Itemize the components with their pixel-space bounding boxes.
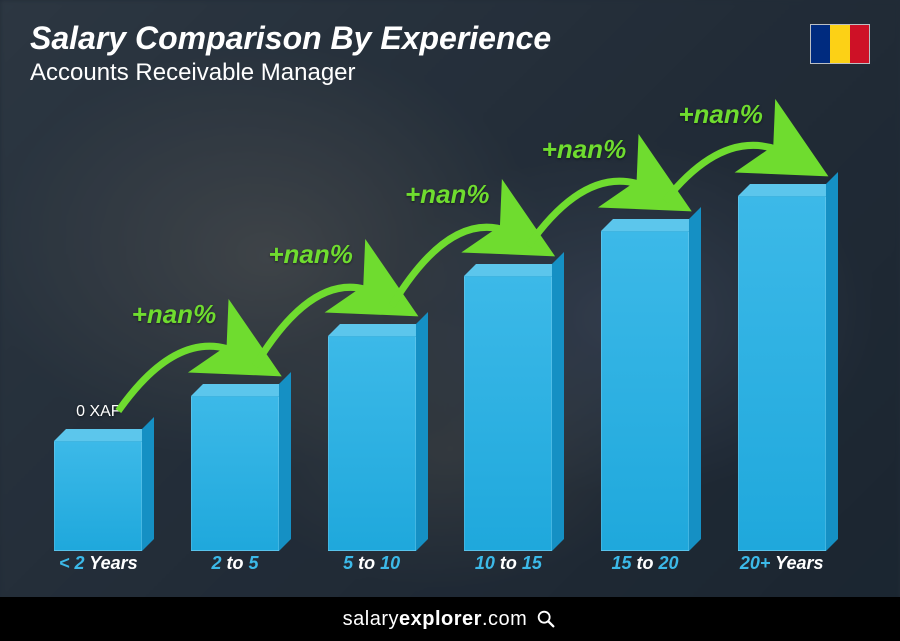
footer-brand-light: salary: [343, 608, 399, 630]
bar-side-face: [416, 312, 428, 551]
growth-pct-label: +nan%: [405, 179, 490, 210]
chart-area: 0 XAF 0 XAF 0 XAF 0 XAF 0 XAF 0 XAF < 2 Years…: [30, 110, 850, 581]
bar-group: 0 XAF: [303, 110, 440, 551]
bar-3d: [738, 196, 826, 551]
bar-top-face: [601, 219, 701, 231]
bar-value-label: 0 XAF: [623, 193, 667, 211]
x-axis-label: 2 to 5: [167, 553, 304, 581]
bar-value-label: 0 XAF: [349, 298, 393, 316]
page-title: Salary Comparison By Experience: [30, 20, 551, 57]
flag-stripe-3: [850, 25, 869, 63]
growth-pct-label: +nan%: [542, 134, 627, 165]
bar-value-label: 0 XAF: [486, 238, 530, 256]
bar-side-face: [689, 207, 701, 551]
bar-3d: [464, 276, 552, 551]
bar-group: 0 XAF: [440, 110, 577, 551]
bar-top-face: [191, 384, 291, 396]
growth-pct-label: +nan%: [678, 99, 763, 130]
bar-top-face: [328, 324, 428, 336]
bar-front-face: [601, 231, 689, 551]
bar-group: 0 XAF: [30, 110, 167, 551]
page-subtitle: Accounts Receivable Manager: [30, 59, 551, 87]
x-axis-label: 15 to 20: [577, 553, 714, 581]
bar-front-face: [54, 441, 142, 551]
bar-value-label: 0 XAF: [213, 358, 257, 376]
footer-brand-suffix: .com: [482, 608, 527, 630]
bar-top-face: [464, 264, 564, 276]
growth-pct-label: +nan%: [132, 299, 217, 330]
footer-brand-bold: explorer: [399, 608, 482, 630]
title-block: Salary Comparison By Experience Accounts…: [30, 20, 551, 87]
footer: salaryexplorer.com: [0, 597, 900, 641]
bar-3d: [328, 336, 416, 551]
growth-pct-label: +nan%: [268, 239, 353, 270]
footer-brand: salaryexplorer.com: [343, 608, 528, 631]
header: Salary Comparison By Experience Accounts…: [30, 20, 870, 87]
x-axis-label: 20+ Years: [713, 553, 850, 581]
bar-group: 0 XAF: [713, 110, 850, 551]
bar-side-face: [826, 172, 838, 551]
x-axis-label: < 2 Years: [30, 553, 167, 581]
x-axis-label: 5 to 10: [303, 553, 440, 581]
bars-container: 0 XAF 0 XAF 0 XAF 0 XAF 0 XAF 0 XAF: [30, 110, 850, 551]
magnifier-icon: [535, 608, 557, 630]
bar-front-face: [191, 396, 279, 551]
bar-group: 0 XAF: [577, 110, 714, 551]
bar-side-face: [552, 252, 564, 551]
bar-side-face: [142, 417, 154, 551]
bar-group: 0 XAF: [167, 110, 304, 551]
country-flag: [810, 24, 870, 64]
bar-side-face: [279, 372, 291, 551]
bar-front-face: [464, 276, 552, 551]
x-labels: < 2 Years2 to 55 to 1010 to 1515 to 2020…: [30, 553, 850, 581]
bar-3d: [191, 396, 279, 551]
bar-3d: [54, 441, 142, 551]
bar-top-face: [54, 429, 154, 441]
bar-front-face: [738, 196, 826, 551]
bar-value-label: 0 XAF: [759, 158, 803, 176]
bar-value-label: 0 XAF: [76, 403, 120, 421]
flag-stripe-1: [811, 25, 830, 63]
bar-3d: [601, 231, 689, 551]
bar-front-face: [328, 336, 416, 551]
flag-stripe-2: [830, 25, 849, 63]
x-axis-label: 10 to 15: [440, 553, 577, 581]
content-area: Salary Comparison By Experience Accounts…: [0, 0, 900, 641]
bar-top-face: [738, 184, 838, 196]
